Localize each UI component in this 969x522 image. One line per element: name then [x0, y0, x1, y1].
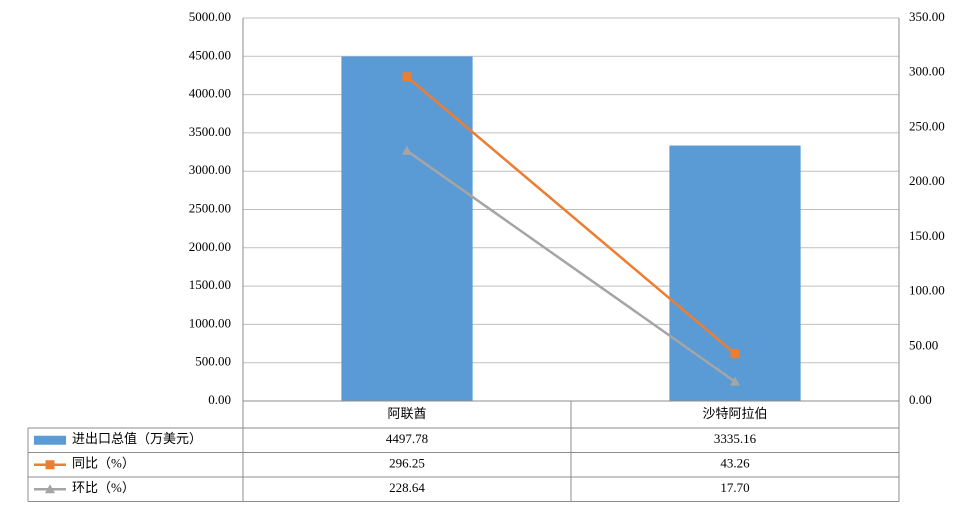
y2-tick-label: 300.00	[909, 64, 945, 79]
legend-label: 环比（%）	[72, 480, 135, 495]
legend-marker	[45, 460, 55, 470]
y2-tick-label: 100.00	[909, 283, 945, 298]
y-tick-label: 1500.00	[189, 277, 231, 292]
legend-marker	[45, 484, 55, 494]
y-tick-label: 2000.00	[189, 239, 231, 254]
y2-tick-label: 0.00	[909, 392, 932, 407]
value-label: 43.26	[720, 456, 750, 471]
y-tick-label: 500.00	[195, 354, 231, 369]
y2-tick-label: 350.00	[909, 9, 945, 24]
bar	[669, 145, 801, 401]
line-marker	[402, 145, 412, 155]
y-tick-label: 5000.00	[189, 9, 231, 24]
value-label: 17.70	[720, 480, 749, 495]
line-marker	[402, 72, 412, 82]
y-tick-label: 4500.00	[189, 47, 231, 62]
y-tick-label: 3000.00	[189, 162, 231, 177]
y2-tick-label: 50.00	[909, 337, 938, 352]
value-label: 3335.16	[714, 431, 757, 446]
x-tick-label: 沙特阿拉伯	[702, 406, 767, 421]
legend-label: 进出口总值（万美元）	[72, 431, 202, 446]
line-marker	[730, 376, 740, 386]
y-tick-label: 1000.00	[189, 315, 231, 330]
line-series	[406, 149, 736, 383]
legend-label: 同比（%）	[72, 456, 135, 471]
y-tick-label: 2500.00	[189, 200, 231, 215]
y2-tick-label: 250.00	[909, 118, 945, 133]
line-series	[406, 75, 736, 355]
y-tick-label: 3500.00	[189, 124, 231, 139]
legend-swatch	[34, 435, 66, 445]
value-label: 296.25	[389, 456, 425, 471]
value-label: 4497.78	[386, 431, 428, 446]
line-marker	[730, 349, 740, 359]
y-tick-label: 0.00	[208, 392, 231, 407]
y2-tick-label: 200.00	[909, 173, 945, 188]
x-tick-label: 阿联酋	[387, 406, 426, 421]
value-label: 228.64	[389, 480, 425, 495]
bar	[341, 56, 473, 401]
y2-tick-label: 150.00	[909, 228, 945, 243]
y-tick-label: 4000.00	[189, 86, 231, 101]
